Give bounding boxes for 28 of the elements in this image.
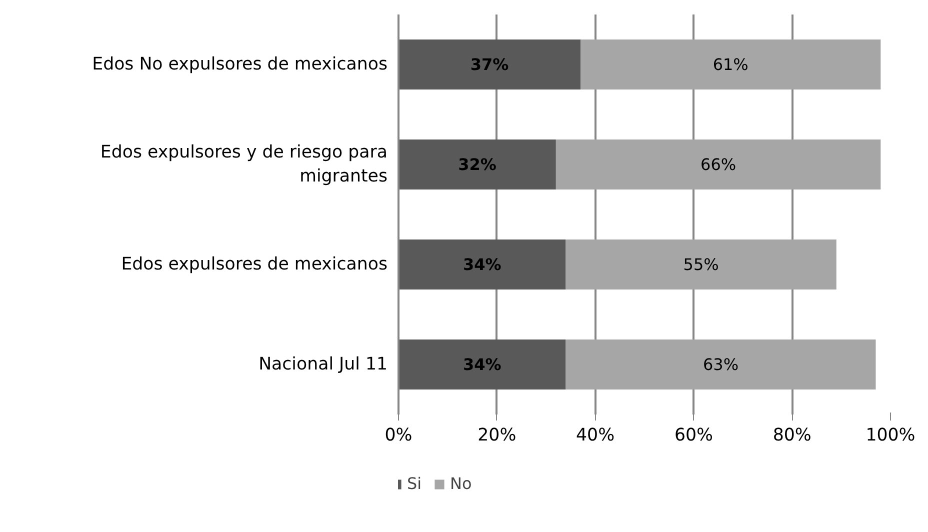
x-tick-label: 100% (866, 426, 916, 446)
bar (580, 40, 881, 90)
y-tick-label: Nacional Jul 11 (258, 354, 388, 374)
data-label: 66% (700, 155, 736, 174)
x-tick-label: 80% (772, 426, 812, 446)
bar (398, 40, 581, 90)
x-tick-label: 0% (384, 426, 412, 446)
bar (398, 140, 556, 190)
x-tick-label: 40% (576, 426, 615, 446)
data-label: 34% (462, 255, 502, 274)
legend-label: No (450, 474, 472, 493)
data-label: 37% (470, 55, 509, 74)
bar (556, 140, 881, 190)
y-tick-label: Edos expulsores de mexicanos (121, 254, 388, 274)
data-label: 55% (683, 255, 719, 274)
bar (566, 240, 836, 290)
y-tick-label: Edos expulsores y de riesgo para migrantes (100, 142, 388, 186)
x-tick-label: 60% (674, 426, 713, 446)
bar (398, 240, 566, 290)
data-label: 32% (458, 155, 496, 174)
x-tick-label: 20% (478, 426, 516, 446)
bar (398, 340, 566, 390)
data-label: 34% (462, 355, 502, 374)
bar (566, 340, 876, 390)
y-tick-label: Edos No expulsores de mexicanos (92, 54, 388, 74)
legend-label: Si (407, 474, 423, 493)
data-label: 61% (712, 55, 748, 74)
data-label: 63% (702, 355, 739, 374)
